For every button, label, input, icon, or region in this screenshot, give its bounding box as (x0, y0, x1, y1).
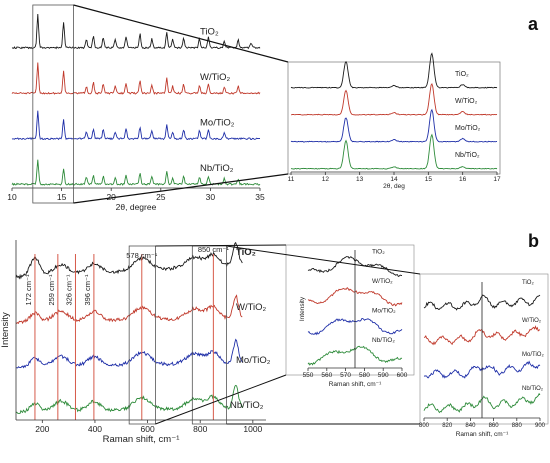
series-label: W/TiO₂ (200, 72, 231, 83)
panel-label-a: a (528, 14, 539, 34)
series-label: W/TiO₂ (372, 278, 393, 285)
series-label: Mo/TiO₂ (236, 355, 271, 366)
series-label: Mo/TiO₂ (455, 125, 481, 132)
connector-line-bottom (73, 173, 289, 204)
inset-frame (287, 61, 501, 175)
series-label: TiO₂ (455, 71, 469, 78)
raman-zoom2-plot: TiO₂ W/TiO₂ Mo/TiO₂ Nb/TiO₂ 800 820 840 860 880 9… (419, 280, 546, 438)
x-tick-label: 800 (419, 423, 430, 429)
series-line-nb-tio2 (290, 133, 498, 170)
x-tick-label: 14 (390, 176, 398, 183)
x-axis-label: Raman shift, cm⁻¹ (329, 381, 382, 388)
peak-annotation: 850 cm⁻¹ (198, 245, 230, 254)
x-tick-label: 16 (459, 176, 467, 183)
series-line-nb-tio2 (11, 159, 261, 186)
x-tick-label: 15 (57, 192, 67, 202)
series-line-w-tio2 (11, 62, 261, 95)
x-tick-label: 570 (340, 372, 351, 379)
x-tick-label: 820 (442, 423, 453, 429)
series-label: TiO₂ (522, 280, 534, 286)
series-label: W/TiO₂ (455, 98, 478, 105)
xrd-main-plot: TiO₂ W/TiO₂ Mo/TiO₂ Nb/TiO₂ 10 15 20 25 30 35 2θ, … (7, 13, 265, 212)
x-axis-label: Raman shift, cm⁻¹ (103, 434, 180, 445)
series-label: Nb/TiO₂ (200, 163, 234, 174)
series-label: Mo/TiO₂ (200, 118, 235, 129)
y-axis-label: Intensity (0, 312, 11, 348)
peak-annotation: 396 cm⁻¹ (83, 274, 92, 306)
peak-annotation: 172 cm⁻¹ (24, 274, 33, 306)
series-label: TiO₂ (372, 249, 385, 256)
x-tick-label: 800 (193, 424, 207, 434)
x-tick-label: 560 (321, 372, 332, 379)
series-line-tio2 (290, 52, 498, 89)
xrd-zoom-plot: TiO₂ W/TiO₂ Mo/TiO₂ Nb/TiO₂ 11 12 13 14 15 16 17 2θ… (288, 52, 501, 190)
inset-frame (419, 273, 549, 425)
raman-main-plot: TiO₂ W/TiO₂ Mo/TiO₂ Nb/TiO₂ 200 400 600 800 1000… (0, 240, 271, 445)
x-tick-label: 25 (156, 192, 166, 202)
peak-annotation: 259 cm⁻¹ (47, 274, 56, 306)
x-tick-label: 13 (356, 176, 364, 183)
series-label: Mo/TiO₂ (372, 308, 396, 315)
panel-label-b: b (528, 231, 539, 251)
x-axis-label: 2θ, deg (383, 183, 405, 190)
x-axis-label: Raman shift, cm⁻¹ (456, 431, 509, 438)
x-axis-label: 2θ, degree (116, 202, 157, 212)
x-tick-label: 15 (425, 176, 433, 183)
connector-line-top (226, 245, 421, 275)
panel-b: TiO₂ W/TiO₂ Mo/TiO₂ Nb/TiO₂ 200 400 600 800 1000… (0, 240, 549, 445)
x-tick-label: 900 (535, 423, 546, 429)
x-tick-label: 200 (35, 424, 49, 434)
zoom-region-box (32, 4, 74, 204)
x-tick-label: 35 (255, 192, 265, 202)
x-tick-label: 1000 (243, 424, 262, 434)
series-label: Nb/TiO₂ (522, 386, 544, 392)
series-label: Nb/TiO₂ (372, 337, 395, 344)
y-axis-label: Intensity (299, 296, 306, 321)
connector-line-bottom (155, 374, 287, 425)
series-label: Mo/TiO₂ (522, 352, 544, 358)
x-tick-label: 590 (378, 372, 389, 379)
connector-line-top (155, 244, 287, 247)
series-line-mo-tio2 (290, 108, 498, 143)
x-tick-label: 550 (303, 372, 314, 379)
series-label: Nb/TiO₂ (455, 152, 480, 159)
peak-annotation: 578 cm⁻¹ (126, 251, 158, 260)
x-tick-label: 840 (465, 423, 476, 429)
series-line-w-tio2 (290, 83, 498, 116)
x-tick-label: 30 (206, 192, 216, 202)
series-label: TiO₂ (236, 247, 256, 258)
x-tick-label: 20 (106, 192, 116, 202)
x-tick-label: 17 (493, 176, 501, 183)
series-line-tio2 (11, 13, 261, 50)
peak-annotation: 326 cm⁻¹ (64, 274, 73, 306)
x-tick-label: 580 (359, 372, 370, 379)
connector-line-top (73, 4, 289, 63)
x-tick-label: 860 (489, 423, 500, 429)
series-label: W/TiO₂ (522, 318, 542, 324)
series-label: TiO₂ (200, 27, 219, 38)
x-tick-label: 12 (322, 176, 330, 183)
series-label: Nb/TiO₂ (230, 400, 264, 411)
raman-zoom1-plot: TiO₂ W/TiO₂ Mo/TiO₂ Nb/TiO₂ 550 560 570 580 590 6… (299, 249, 408, 389)
x-tick-label: 11 (288, 176, 295, 183)
panel-a: TiO₂ W/TiO₂ Mo/TiO₂ Nb/TiO₂ 10 15 20 25 30 35 2θ, … (7, 4, 501, 212)
x-tick-label: 400 (88, 424, 102, 434)
x-tick-label: 600 (397, 372, 408, 379)
zoom-region-box (128, 245, 156, 425)
series-line-mo-tio2 (11, 110, 261, 141)
series-label: W/TiO₂ (236, 302, 267, 313)
x-tick-label: 600 (140, 424, 154, 434)
x-tick-label: 10 (7, 192, 17, 202)
x-tick-label: 880 (512, 423, 523, 429)
inset-frame (285, 244, 415, 376)
